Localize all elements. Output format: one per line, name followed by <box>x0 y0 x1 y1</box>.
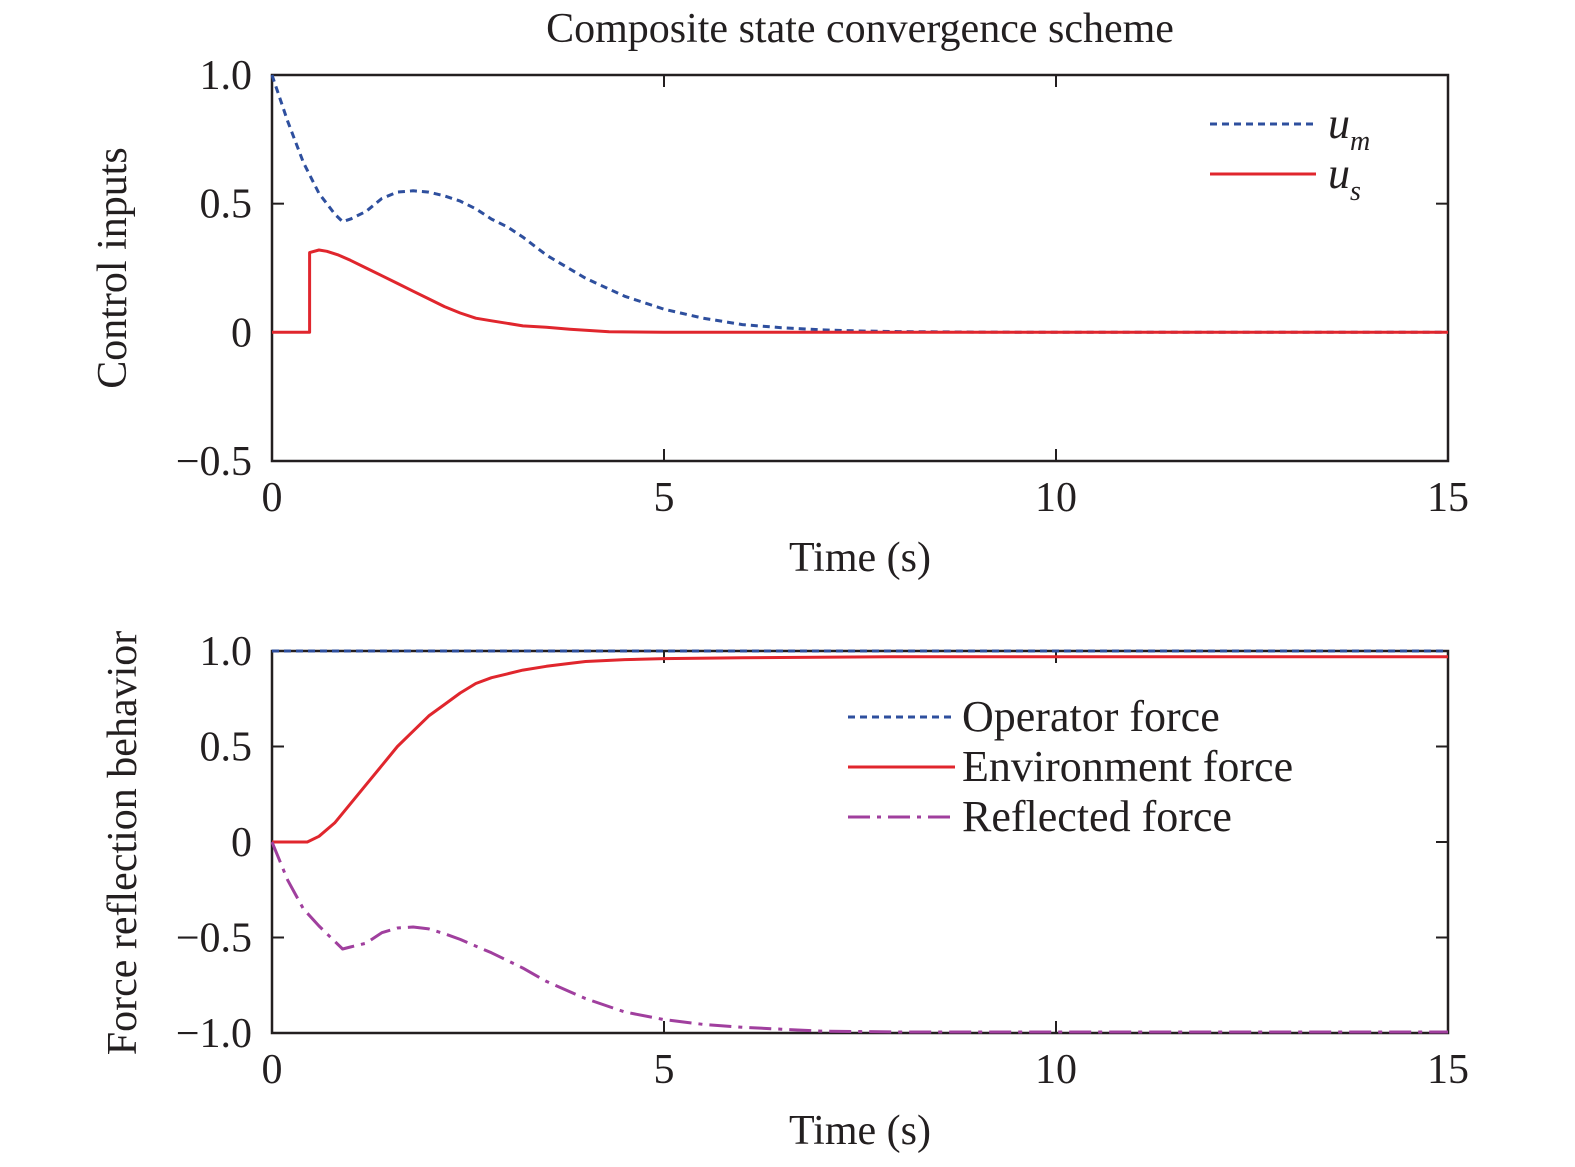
y-tick-label: −0.5 <box>176 439 252 485</box>
legend-label: Reflected force <box>962 792 1232 841</box>
y-tick-label: −1.0 <box>176 1011 252 1057</box>
series-line-u-m <box>270 74 1448 334</box>
series-line-environment-force <box>272 655 1448 844</box>
y-tick-label: 0 <box>231 820 252 866</box>
chart-title: Composite state convergence scheme <box>546 6 1174 52</box>
legend-label: Operator force <box>962 692 1220 741</box>
x-tick-label: 0 <box>262 475 283 521</box>
x-tick-label: 15 <box>1427 475 1469 521</box>
x-tick-label: 0 <box>262 1047 283 1093</box>
x-tick-label: 10 <box>1035 475 1077 521</box>
force-reflection-panel: 0 5 10 15 −1.0 −0.5 0 0.5 1.0 Force reflection b… <box>100 629 1469 1154</box>
y-tick-label: 0.5 <box>200 182 253 228</box>
series-line-u-s <box>272 248 1448 334</box>
x-axis-label: Time (s) <box>789 1108 931 1154</box>
y-tick-label: 0.5 <box>200 725 253 771</box>
series-lines <box>270 649 1448 1034</box>
x-tick-label: 5 <box>654 1047 675 1093</box>
y-tick-label: −0.5 <box>176 916 252 962</box>
legend-label: us <box>1328 149 1361 207</box>
control-inputs-panel: 0 5 10 15−0.500.51.0 Control inputs Time (s… <box>90 53 1469 581</box>
y-tick-label: 1.0 <box>200 53 253 99</box>
x-tick-label: 10 <box>1035 1047 1077 1093</box>
plot-frame <box>270 649 1450 1035</box>
y-tick-label: 0 <box>231 310 252 356</box>
series-lines <box>270 74 1448 334</box>
plot-frame <box>270 73 1450 463</box>
legend-label: Environment force <box>962 742 1293 791</box>
x-axis-label: Time (s) <box>789 535 931 581</box>
x-tick-label: 5 <box>654 475 675 521</box>
y-axis-label: Force reflection behavior <box>100 631 146 1055</box>
series-line-reflected-force <box>270 841 1448 1034</box>
axis-ticks: 0 5 10 15 −1.0 −0.5 0 0.5 1.0 <box>176 629 1469 1093</box>
legend-label: um <box>1328 99 1370 157</box>
y-axis-label: Control inputs <box>90 147 136 389</box>
x-tick-label: 15 <box>1427 1047 1469 1093</box>
y-tick-label: 1.0 <box>200 629 253 675</box>
